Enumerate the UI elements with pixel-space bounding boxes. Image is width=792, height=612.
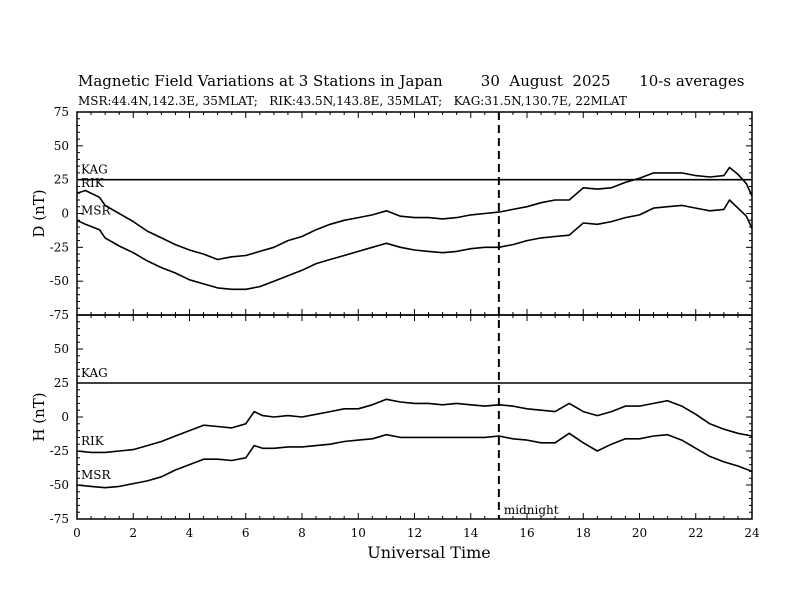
x-tick-label: 4 bbox=[186, 526, 194, 540]
panel-1-ytick-label: 0 bbox=[61, 207, 69, 221]
chart-subtitle: MSR:44.4N,142.3E, 35MLAT; RIK:43.5N,143.… bbox=[78, 94, 627, 108]
panel-1-series-label-msr: MSR bbox=[81, 203, 112, 217]
panel-2-series-label-msr: MSR bbox=[81, 468, 112, 482]
x-tick-label: 10 bbox=[351, 526, 366, 540]
x-tick-label: 8 bbox=[298, 526, 306, 540]
panel-2-ytick-label: -50 bbox=[50, 478, 69, 492]
x-tick-label: 2 bbox=[129, 526, 137, 540]
panel-2-series-label-rik: RIK bbox=[81, 434, 105, 448]
panel-1-series-label-kag: KAG bbox=[81, 163, 108, 177]
x-tick-label: 0 bbox=[73, 526, 81, 540]
x-tick-label: 22 bbox=[688, 526, 703, 540]
x-tick-label: 18 bbox=[576, 526, 591, 540]
panel-1-series-rik bbox=[76, 166, 753, 261]
panel-1-y-axis-label: D (nT) bbox=[30, 189, 48, 237]
panel-2-frame bbox=[76, 314, 753, 520]
panel-2-ytick-label: -25 bbox=[50, 444, 69, 458]
panel-2-ytick-label: 50 bbox=[54, 342, 69, 356]
x-tick-label: 14 bbox=[463, 526, 479, 540]
panel-1-ytick-label: -75 bbox=[50, 308, 69, 322]
panel-2-ytick-label: -75 bbox=[50, 512, 69, 526]
panel-2-ytick-label: 0 bbox=[61, 410, 69, 424]
panel-2-series-rik bbox=[76, 398, 753, 454]
panel-1-frame bbox=[76, 111, 753, 316]
panel-2-series-label-kag: KAG bbox=[81, 366, 108, 380]
panel-1-series-label-rik: RIK bbox=[81, 176, 105, 190]
x-tick-label: 24 bbox=[744, 526, 760, 540]
midnight-label: midnight bbox=[504, 503, 559, 517]
x-tick-label: 16 bbox=[519, 526, 534, 540]
panel-2-ytick-label: 25 bbox=[54, 376, 69, 390]
panel-1-ytick-label: 25 bbox=[54, 173, 69, 187]
x-tick-label: 12 bbox=[407, 526, 422, 540]
chart-title: Magnetic Field Variations at 3 Stations … bbox=[78, 72, 745, 90]
panel-1-series-msr bbox=[76, 199, 753, 291]
panel-1-ytick-label: -50 bbox=[50, 274, 69, 288]
x-axis-label: Universal Time bbox=[367, 543, 490, 562]
panel-2-y-axis-label: H (nT) bbox=[30, 392, 48, 441]
panel-1-ytick-label: 50 bbox=[54, 139, 69, 153]
panel-1-ytick-label: 75 bbox=[54, 105, 69, 119]
x-tick-label: 6 bbox=[242, 526, 250, 540]
x-tick-label: 20 bbox=[632, 526, 647, 540]
panel-2-series-msr bbox=[76, 432, 753, 489]
panel-1-ytick-label: -25 bbox=[50, 240, 69, 254]
